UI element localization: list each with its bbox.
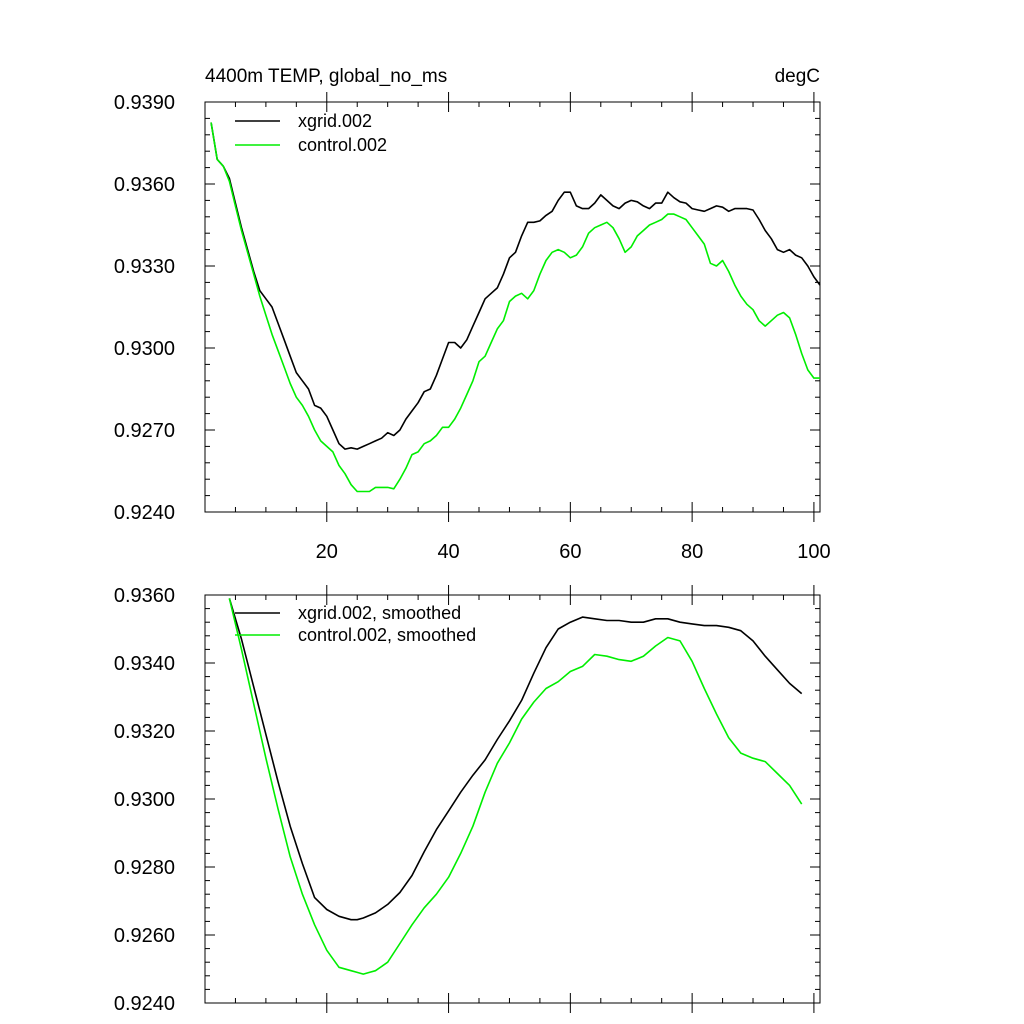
plot-frame	[204, 101, 821, 513]
chart-title: 4400m TEMP, global_no_ms	[205, 66, 447, 87]
chart-panel-2: 0.9240 0.9260 0.9280 0.9300 0.9320 0.9340 0.93…	[114, 585, 821, 1015]
units-label: degC	[775, 66, 820, 87]
y-tick-label: 0.9330	[114, 256, 175, 278]
x-tick-label: 100	[797, 541, 830, 563]
x-tick-label: 80	[681, 541, 703, 563]
legend-label: control.002	[298, 135, 387, 155]
legend-label: xgrid.002, smoothed	[298, 603, 461, 623]
series-line-control	[210, 122, 820, 493]
chart-panel-1: 0.9240 0.9270 0.9300 0.9330 0.9360 0.9390 20 40…	[114, 66, 831, 563]
x-tick-label: 40	[437, 541, 459, 563]
series-line-xgrid	[228, 598, 803, 921]
legend-label: control.002, smoothed	[298, 625, 476, 645]
y-tick-label: 0.9390	[114, 92, 175, 114]
x-tick-label: 20	[316, 541, 338, 563]
y-tick-label: 0.9340	[114, 653, 175, 675]
y-tick-label: 0.9260	[114, 925, 175, 947]
y-tick-label: 0.9320	[114, 721, 175, 743]
x-tick-label: 60	[559, 541, 581, 563]
series-line-xgrid	[210, 122, 821, 450]
y-tick-label: 0.9270	[114, 420, 175, 442]
y-tick-label: 0.9240	[114, 993, 175, 1015]
y-tick-label: 0.9360	[114, 174, 175, 196]
legend-label: xgrid.002	[298, 111, 372, 131]
y-tick-label: 0.9240	[114, 502, 175, 524]
y-tick-label: 0.9360	[114, 585, 175, 607]
y-tick-label: 0.9300	[114, 338, 175, 360]
series-line-control	[228, 598, 803, 975]
y-tick-label: 0.9280	[114, 857, 175, 879]
y-tick-label: 0.9300	[114, 789, 175, 811]
plot-frame	[204, 594, 821, 1004]
